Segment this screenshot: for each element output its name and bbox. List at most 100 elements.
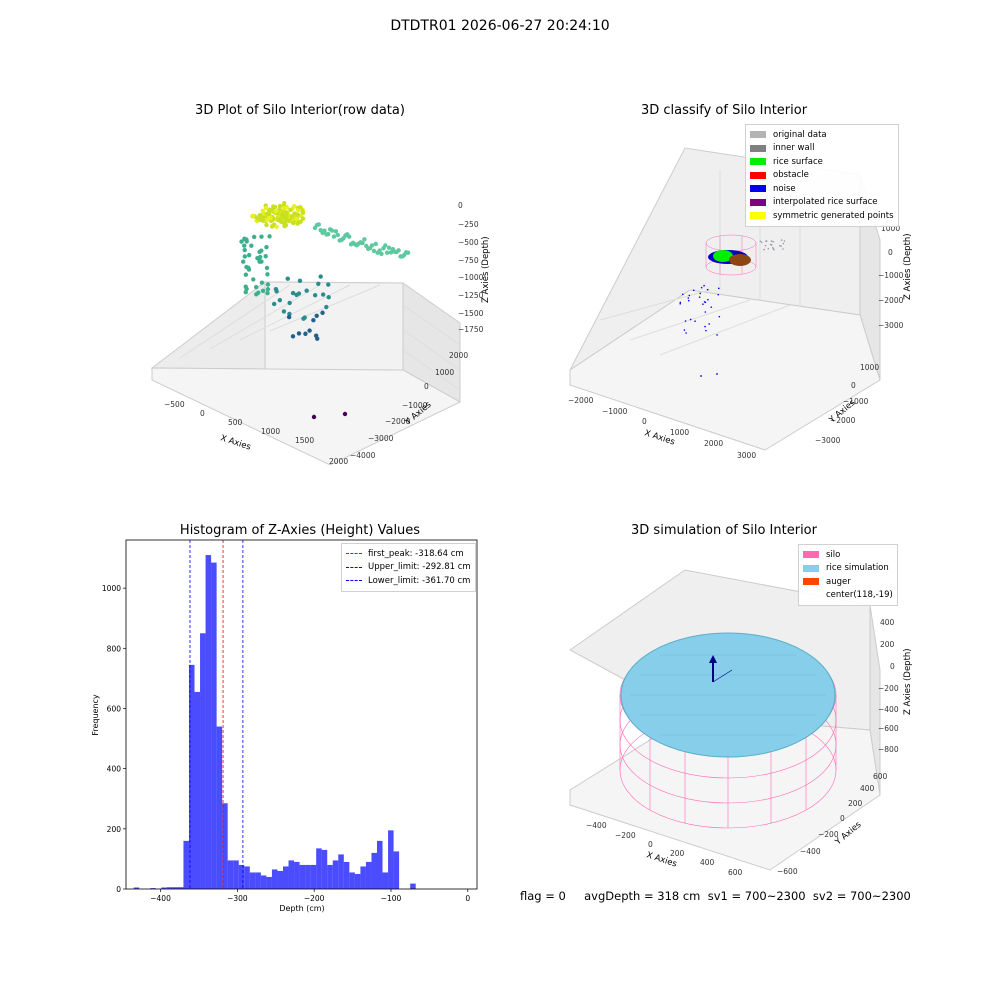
sim-ytick: −600 [777,867,798,876]
raw-point [360,241,364,245]
legend-line [346,580,362,581]
raw-point [244,273,248,277]
sim-xtick: −400 [586,821,607,830]
raw-point [261,210,265,214]
raw-point [370,243,374,247]
hist-bar [344,862,350,889]
raw-point [304,289,308,293]
raw-point [241,260,245,264]
raw-point [243,254,247,258]
raw-point [330,228,334,232]
noise-point [688,300,690,302]
legend-swatch [750,172,766,179]
original-point [765,245,767,247]
raw-point [264,206,268,210]
raw-point [291,291,295,295]
raw-point [278,298,282,302]
hist-legend: first_peak: -318.64 cm Upper_limit: -292… [341,543,476,592]
raw-point [406,251,410,255]
hist-ytick-label: 0 [116,885,121,894]
original-point [763,249,765,251]
hist-bar [316,848,322,889]
legend-item: symmetric generated points [750,209,894,223]
classify-ztick: 0 [888,248,893,257]
raw-point [265,272,269,276]
noise-point [690,319,692,321]
hist-ytick-label: 400 [107,765,122,774]
raw-plot-title: 3D Plot of Silo Interior(row data) [150,103,450,118]
noise-point [718,288,720,290]
legend-item: silo [803,548,893,562]
raw-xtick: 2000 [329,457,348,466]
sim-ytick: −400 [800,847,821,856]
original-point [766,240,768,242]
hist-xtick-label: −200 [304,894,325,903]
raw-ztick: −750 [458,256,479,265]
raw-point [396,248,400,252]
raw-point [292,204,296,208]
raw-ytick: −3000 [368,434,394,443]
hist-bar [233,860,239,889]
noise-point [694,320,696,322]
original-point [772,247,774,249]
raw-point [268,216,272,220]
hist-bar [200,633,206,889]
simulation-plot-title: 3D simulation of Silo Interior [574,523,874,538]
sim-ytick: 200 [848,799,863,808]
classify-ztick: −2000 [878,296,904,305]
raw-point [316,282,320,286]
original-point [784,240,786,242]
hist-bar [394,851,400,889]
hist-bar [366,862,372,889]
sim-ztick: 200 [880,640,895,649]
noise-point [708,323,710,325]
raw-point [332,234,336,238]
sim-xtick: 400 [700,858,715,867]
raw-zlabel: Z Axies (Depth) [481,236,491,303]
hist-xtick-label: −100 [381,894,402,903]
raw-point [239,239,243,243]
sim-xtick: 0 [648,840,653,849]
raw-point [321,292,325,296]
noise-point [700,375,702,377]
raw-point [291,334,295,338]
raw-point [294,217,298,221]
raw-point [327,295,331,299]
raw-point [265,266,269,270]
noise-point [689,295,691,297]
raw-point [383,243,387,247]
raw-point [303,332,307,336]
raw-point [244,287,248,291]
raw-point [249,244,253,248]
raw-point [252,235,256,239]
sim-ztick: −800 [878,745,899,754]
sim-ztick: 0 [890,662,895,671]
raw-point [326,282,330,286]
hist-xlabel: Depth (cm) [279,904,324,913]
sim-zlabel: Z Axies (Depth) [903,648,913,715]
noise-point [682,293,684,295]
raw-ztick: 0 [458,201,463,210]
hist-bar [383,872,389,889]
noise-point [699,293,701,295]
classify-ztick: −3000 [878,321,904,330]
original-point [761,241,763,243]
classify-xtick: −2000 [568,396,594,405]
raw-ytick: 2000 [449,351,468,360]
hist-bar [377,841,383,889]
sim-ztick: −200 [878,684,899,693]
raw-point [257,250,261,254]
classify-legend: original data inner wall rice surface ob… [745,124,899,227]
hist-bar [305,865,311,889]
raw-point [282,206,286,210]
classify-xtick: 1000 [670,428,689,437]
classify-zlabel: Z Axies (Depth) [903,233,913,300]
legend-item: Lower_limit: -361.70 cm [346,574,471,588]
noise-point [702,303,704,305]
raw-point [274,287,278,291]
noise-point [693,289,695,291]
status-footer: flag = 0 avgDepth = 318 cm sv1 = 700~230… [520,889,911,903]
raw-point [347,235,351,239]
raw-3d-plot: −500 0 500 1000 1500 2000 −4000 −3000 −2… [140,135,500,480]
hist-bar [283,866,289,889]
